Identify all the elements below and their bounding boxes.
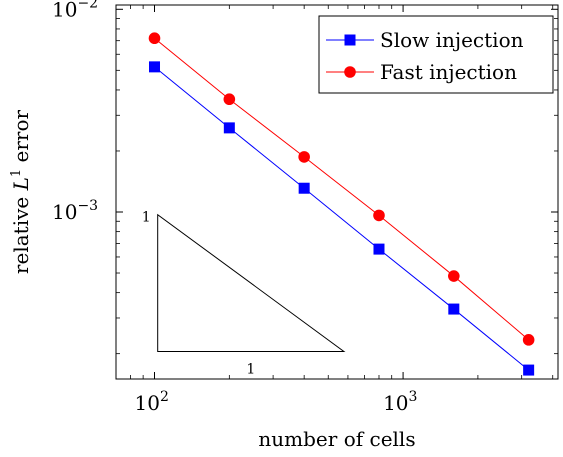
y-axis-label-base: relative xyxy=(9,190,33,274)
data-point-circle xyxy=(298,151,310,163)
y-axis-label-var: L xyxy=(9,177,33,191)
y-axis-label-tail: error xyxy=(9,109,33,168)
y-tick-label: 10−2 xyxy=(52,0,98,21)
data-point-square xyxy=(448,303,460,315)
data-point-circle xyxy=(373,209,385,222)
y-tick-label: 10−3 xyxy=(52,198,98,224)
legend-marker-circle xyxy=(344,66,356,78)
tick-labels: 102 103 10−2 10−3 xyxy=(52,0,417,415)
x-tick-label: 103 xyxy=(383,389,417,415)
slope-triangle-vertical-label: 1 xyxy=(142,210,151,226)
x-axis-label: number of cells xyxy=(258,427,415,451)
legend-box xyxy=(318,15,554,94)
data-point-circle xyxy=(223,93,236,106)
y-axis-label: relative L1 error xyxy=(9,109,33,274)
x-tick-label: 102 xyxy=(135,389,169,415)
data-point-circle xyxy=(448,270,460,282)
legend: Slow injection Fast injection xyxy=(318,15,554,94)
slope-triangle: 11 xyxy=(142,210,346,378)
data-point-square xyxy=(149,61,161,73)
data-point-circle xyxy=(148,32,161,45)
data-point-square xyxy=(298,182,310,194)
data-point-circle xyxy=(522,334,535,346)
slope-triangle-horizontal-label: 1 xyxy=(246,362,255,378)
legend-label: Fast injection xyxy=(380,60,517,84)
data-point-square xyxy=(223,122,235,134)
y-axis-label-sup: 1 xyxy=(9,169,24,177)
legend-label: Slow injection xyxy=(380,28,524,52)
series-line-0 xyxy=(154,66,529,371)
slope-triangle-shape xyxy=(157,213,346,353)
legend-marker-square xyxy=(344,34,356,46)
series-group xyxy=(148,32,535,376)
plot-frame xyxy=(115,4,559,380)
minor-ticks xyxy=(115,5,558,379)
data-point-square xyxy=(523,364,535,376)
major-ticks xyxy=(116,5,558,379)
series-line-1 xyxy=(154,37,529,341)
data-point-square xyxy=(373,243,385,255)
